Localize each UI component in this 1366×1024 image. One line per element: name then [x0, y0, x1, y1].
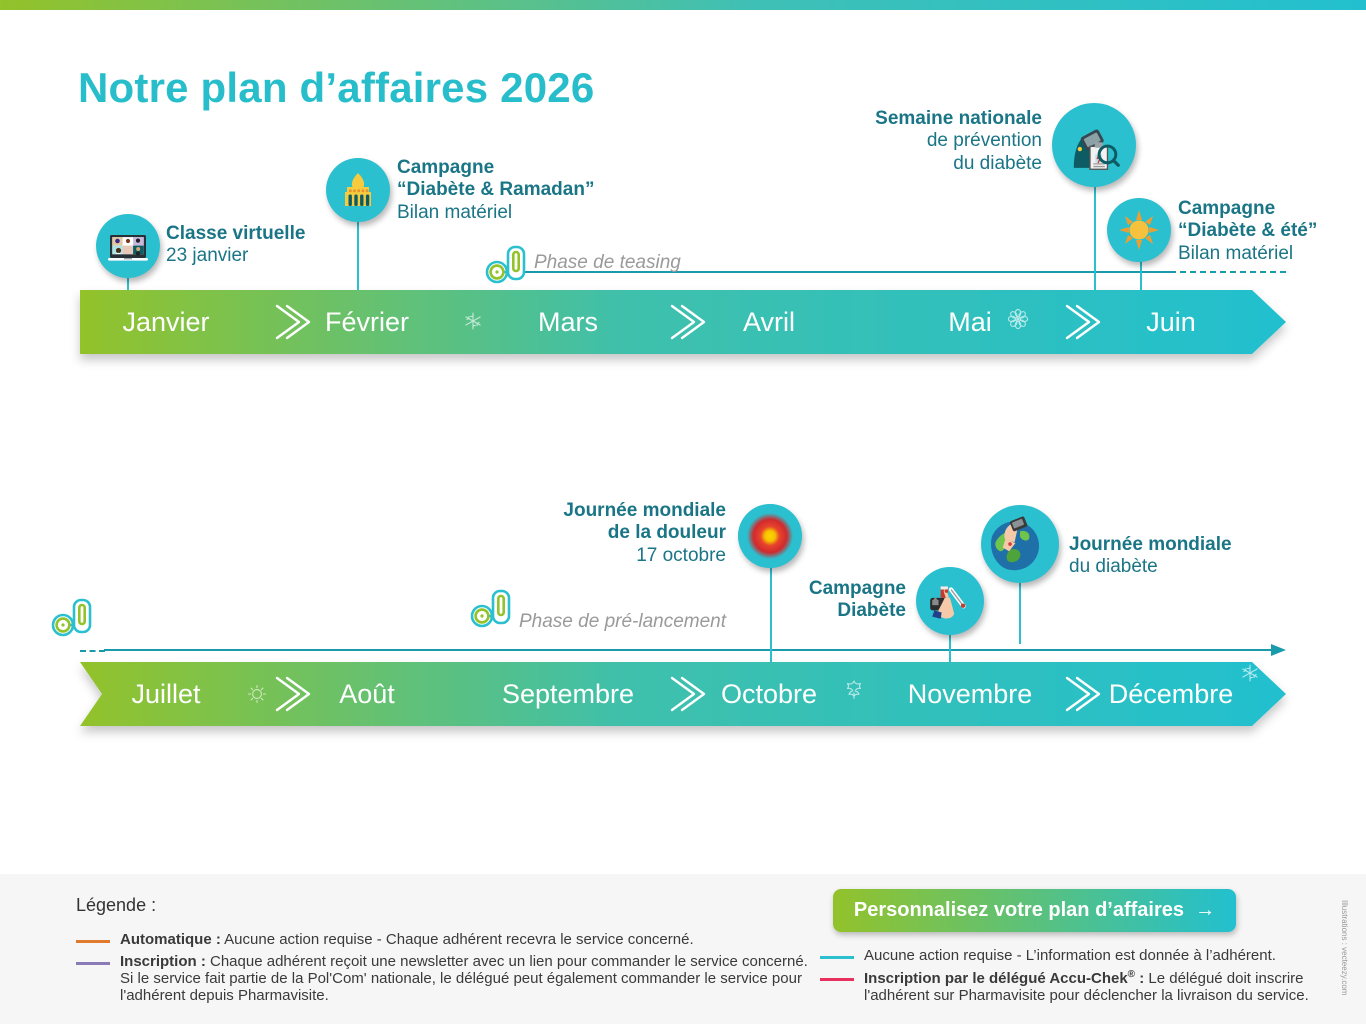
- svg-text:Juillet: Juillet: [131, 679, 201, 709]
- svg-text:Mars: Mars: [538, 307, 598, 337]
- svg-text:Février: Février: [325, 307, 409, 337]
- svg-text:Avril: Avril: [743, 307, 795, 337]
- svg-text:Juin: Juin: [1146, 307, 1196, 337]
- svg-text:Octobre: Octobre: [721, 679, 817, 709]
- svg-text:Janvier: Janvier: [122, 307, 209, 337]
- svg-text:Novembre: Novembre: [908, 679, 1033, 709]
- svg-text:Août: Août: [339, 679, 395, 709]
- svg-text:Septembre: Septembre: [502, 679, 634, 709]
- svg-text:Décembre: Décembre: [1109, 679, 1234, 709]
- svg-text:Mai: Mai: [948, 307, 992, 337]
